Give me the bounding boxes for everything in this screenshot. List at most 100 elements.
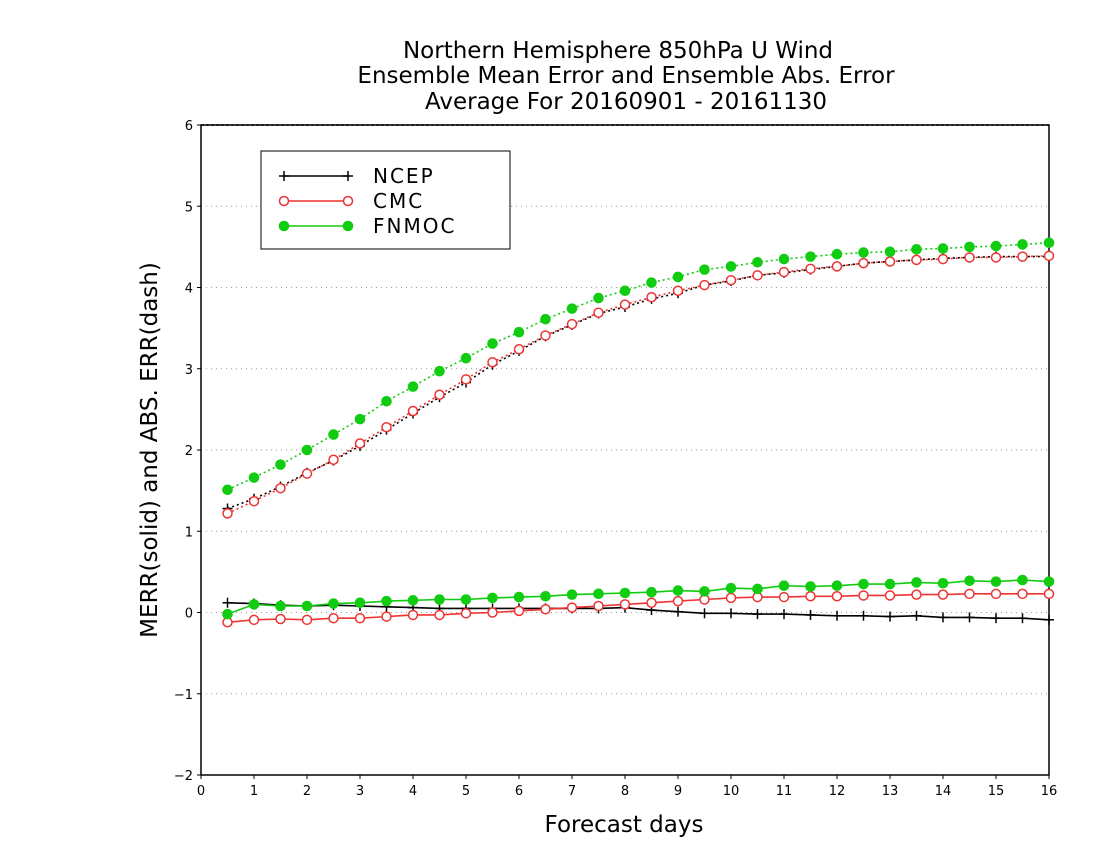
data-point (778, 253, 790, 265)
data-point (937, 253, 949, 265)
data-point (222, 508, 233, 519)
data-point (407, 405, 419, 417)
data-point (1017, 239, 1028, 250)
data-point (593, 307, 604, 318)
x-tick-label: 3 (356, 784, 364, 799)
data-point (222, 608, 233, 620)
data-point (301, 600, 313, 612)
data-point (566, 602, 578, 613)
data-point (831, 580, 843, 591)
data-point (248, 495, 260, 507)
data-point (513, 326, 525, 338)
data-point (275, 600, 286, 612)
data-point (672, 285, 684, 296)
data-point (513, 344, 525, 355)
data-point (831, 261, 843, 272)
data-point (593, 292, 604, 304)
data-point (354, 413, 366, 425)
x-tick-label: 0 (197, 784, 205, 799)
data-point (805, 251, 816, 262)
data-point (381, 611, 392, 622)
legend-item-cmc: CMC (278, 189, 422, 213)
x-tick-label: 5 (462, 784, 470, 799)
data-point (964, 241, 975, 253)
data-point (937, 589, 949, 600)
data-point (278, 220, 290, 232)
data-point (964, 588, 975, 600)
data-point (566, 303, 578, 314)
data-point (990, 588, 1002, 600)
y-tick-label: 5 (185, 200, 193, 215)
data-point (434, 365, 445, 377)
y-tick-label: 6 (185, 119, 193, 134)
data-point (937, 577, 949, 589)
data-point (884, 246, 896, 258)
data-point (752, 257, 763, 268)
data-point (1017, 588, 1028, 600)
data-point (342, 195, 354, 207)
series-cmc (222, 250, 1055, 628)
x-tick-label: 9 (674, 784, 682, 799)
data-point (513, 605, 525, 617)
x-tick-label: 15 (988, 784, 1005, 799)
data-point (301, 468, 313, 479)
x-tick-label: 13 (882, 784, 899, 799)
data-point (566, 318, 578, 330)
abs-err-line (227, 255, 1050, 515)
data-point (646, 292, 657, 303)
x-tick-label: 11 (776, 784, 793, 799)
data-point (646, 277, 657, 288)
data-point (328, 612, 339, 624)
data-point (672, 271, 684, 283)
data-point (342, 220, 354, 232)
title-line-3: Average For 20160901 - 20161130 (425, 89, 827, 115)
data-point (937, 243, 949, 254)
data-point (911, 577, 922, 588)
data-point (805, 581, 816, 592)
data-point (487, 607, 498, 618)
y-tick-label: 4 (185, 282, 193, 297)
data-point (619, 285, 631, 297)
data-point (778, 591, 790, 603)
data-point (381, 595, 392, 607)
data-point (278, 195, 290, 207)
series-ncep (222, 251, 1054, 625)
data-point (593, 600, 604, 612)
legend-item-ncep: NCEP (279, 164, 435, 188)
data-point (540, 330, 551, 341)
data-point (460, 594, 472, 605)
abs-err-line (227, 242, 1050, 491)
data-point (381, 422, 392, 433)
x-tick-label: 10 (723, 784, 740, 799)
x-tick-label: 12 (829, 784, 846, 799)
chart-title: Northern Hemisphere 850hPa U Wind Ensemb… (357, 38, 895, 115)
y-tick-label: −2 (174, 769, 193, 784)
data-point (1017, 251, 1028, 262)
abs-err-line (227, 255, 1049, 510)
title-line-1: Northern Hemisphere 850hPa U Wind (403, 38, 833, 64)
data-point (593, 588, 604, 600)
data-point (540, 590, 551, 602)
data-point (513, 591, 525, 603)
data-point (407, 595, 419, 606)
data-point (858, 257, 869, 269)
data-point (646, 586, 657, 598)
data-point (831, 248, 843, 260)
data-point (752, 270, 763, 281)
data-point (1043, 237, 1055, 249)
data-point (248, 472, 260, 483)
y-tick-label: −1 (174, 688, 193, 703)
legend-item-fnmoc: FNMOC (278, 214, 454, 238)
data-point (884, 590, 896, 601)
y-tick-label: 0 (185, 607, 193, 622)
data-point (248, 614, 260, 626)
data-point (858, 247, 869, 258)
data-point (540, 604, 551, 615)
data-point (964, 252, 975, 263)
data-point (1017, 574, 1028, 586)
data-point (381, 395, 392, 407)
data-point (460, 608, 472, 619)
legend-label: NCEP (373, 164, 435, 188)
x-tick-label: 6 (515, 784, 523, 799)
